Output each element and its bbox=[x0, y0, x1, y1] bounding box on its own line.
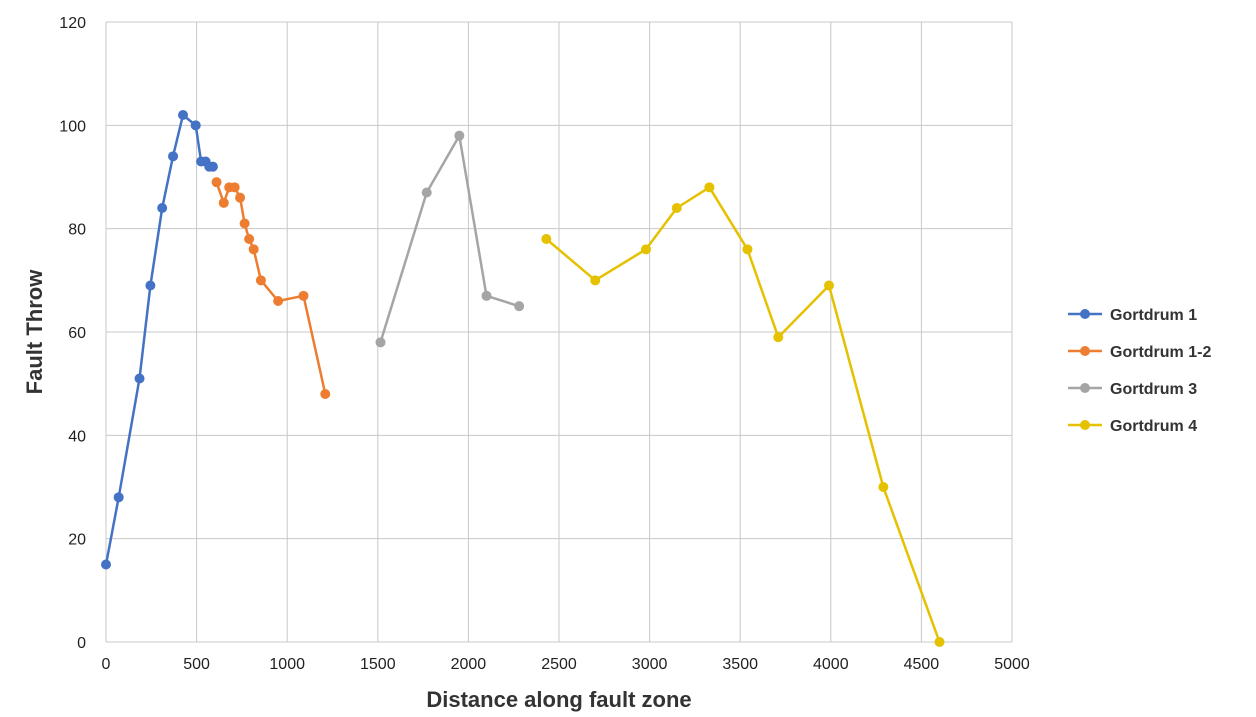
y-tick-label: 40 bbox=[68, 428, 86, 445]
data-point bbox=[742, 244, 753, 255]
data-point bbox=[320, 389, 331, 399]
x-tick-label: 3000 bbox=[632, 656, 668, 673]
data-point bbox=[244, 234, 255, 244]
data-point bbox=[113, 492, 124, 503]
data-point bbox=[248, 244, 259, 255]
data-point bbox=[704, 182, 715, 193]
x-tick-label: 1000 bbox=[269, 656, 305, 673]
data-point bbox=[218, 197, 229, 208]
legend-marker bbox=[1080, 346, 1090, 356]
data-point bbox=[454, 130, 465, 141]
x-tick-label: 4000 bbox=[813, 656, 849, 673]
data-point bbox=[375, 337, 386, 348]
y-tick-label: 100 bbox=[59, 118, 86, 135]
data-point bbox=[134, 373, 145, 384]
data-point bbox=[178, 110, 189, 120]
y-axis-title: Fault Throw bbox=[22, 269, 47, 395]
data-point bbox=[229, 182, 240, 193]
x-tick-label: 500 bbox=[183, 656, 210, 673]
series-line bbox=[545, 186, 941, 643]
x-tick-label: 0 bbox=[102, 656, 111, 673]
y-tick-label: 20 bbox=[68, 532, 86, 549]
x-tick-label: 1500 bbox=[360, 656, 396, 673]
data-point bbox=[934, 637, 945, 647]
series-line bbox=[379, 134, 520, 343]
data-point bbox=[298, 290, 309, 301]
legend-marker bbox=[1080, 383, 1090, 393]
data-point bbox=[235, 192, 246, 203]
data-point bbox=[773, 332, 784, 343]
data-point bbox=[145, 280, 156, 291]
data-point bbox=[168, 151, 179, 162]
data-point bbox=[514, 301, 525, 312]
legend-label: Gortdrum 1 bbox=[1110, 307, 1197, 324]
data-point bbox=[255, 275, 266, 286]
y-tick-label: 120 bbox=[59, 15, 86, 32]
data-point bbox=[823, 280, 834, 291]
data-point bbox=[421, 187, 432, 198]
x-tick-label: 3500 bbox=[722, 656, 758, 673]
x-axis-title: Distance along fault zone bbox=[426, 687, 691, 712]
data-point bbox=[239, 218, 250, 229]
data-point bbox=[878, 482, 889, 492]
data-point bbox=[157, 203, 168, 213]
data-point bbox=[640, 244, 651, 255]
data-point bbox=[590, 275, 601, 286]
x-tick-label: 4500 bbox=[904, 656, 940, 673]
y-tick-label: 60 bbox=[68, 325, 86, 342]
y-tick-label: 0 bbox=[77, 635, 86, 652]
legend-label: Gortdrum 3 bbox=[1110, 381, 1197, 398]
x-tick-label: 5000 bbox=[994, 656, 1030, 673]
x-tick-label: 2000 bbox=[451, 656, 487, 673]
data-point bbox=[671, 203, 682, 213]
legend-label: Gortdrum 4 bbox=[1110, 418, 1197, 435]
data-point bbox=[481, 290, 492, 301]
y-tick-label: 80 bbox=[68, 222, 86, 239]
legend-marker bbox=[1080, 309, 1090, 319]
x-tick-label: 2500 bbox=[541, 656, 577, 673]
data-point bbox=[101, 559, 111, 570]
data-point bbox=[273, 296, 284, 306]
legend-marker bbox=[1080, 420, 1090, 430]
data-point bbox=[207, 161, 218, 172]
data-point bbox=[211, 177, 222, 188]
data-point bbox=[190, 120, 201, 131]
legend-label: Gortdrum 1-2 bbox=[1110, 344, 1211, 361]
series-line bbox=[215, 181, 327, 395]
data-point bbox=[541, 234, 552, 244]
